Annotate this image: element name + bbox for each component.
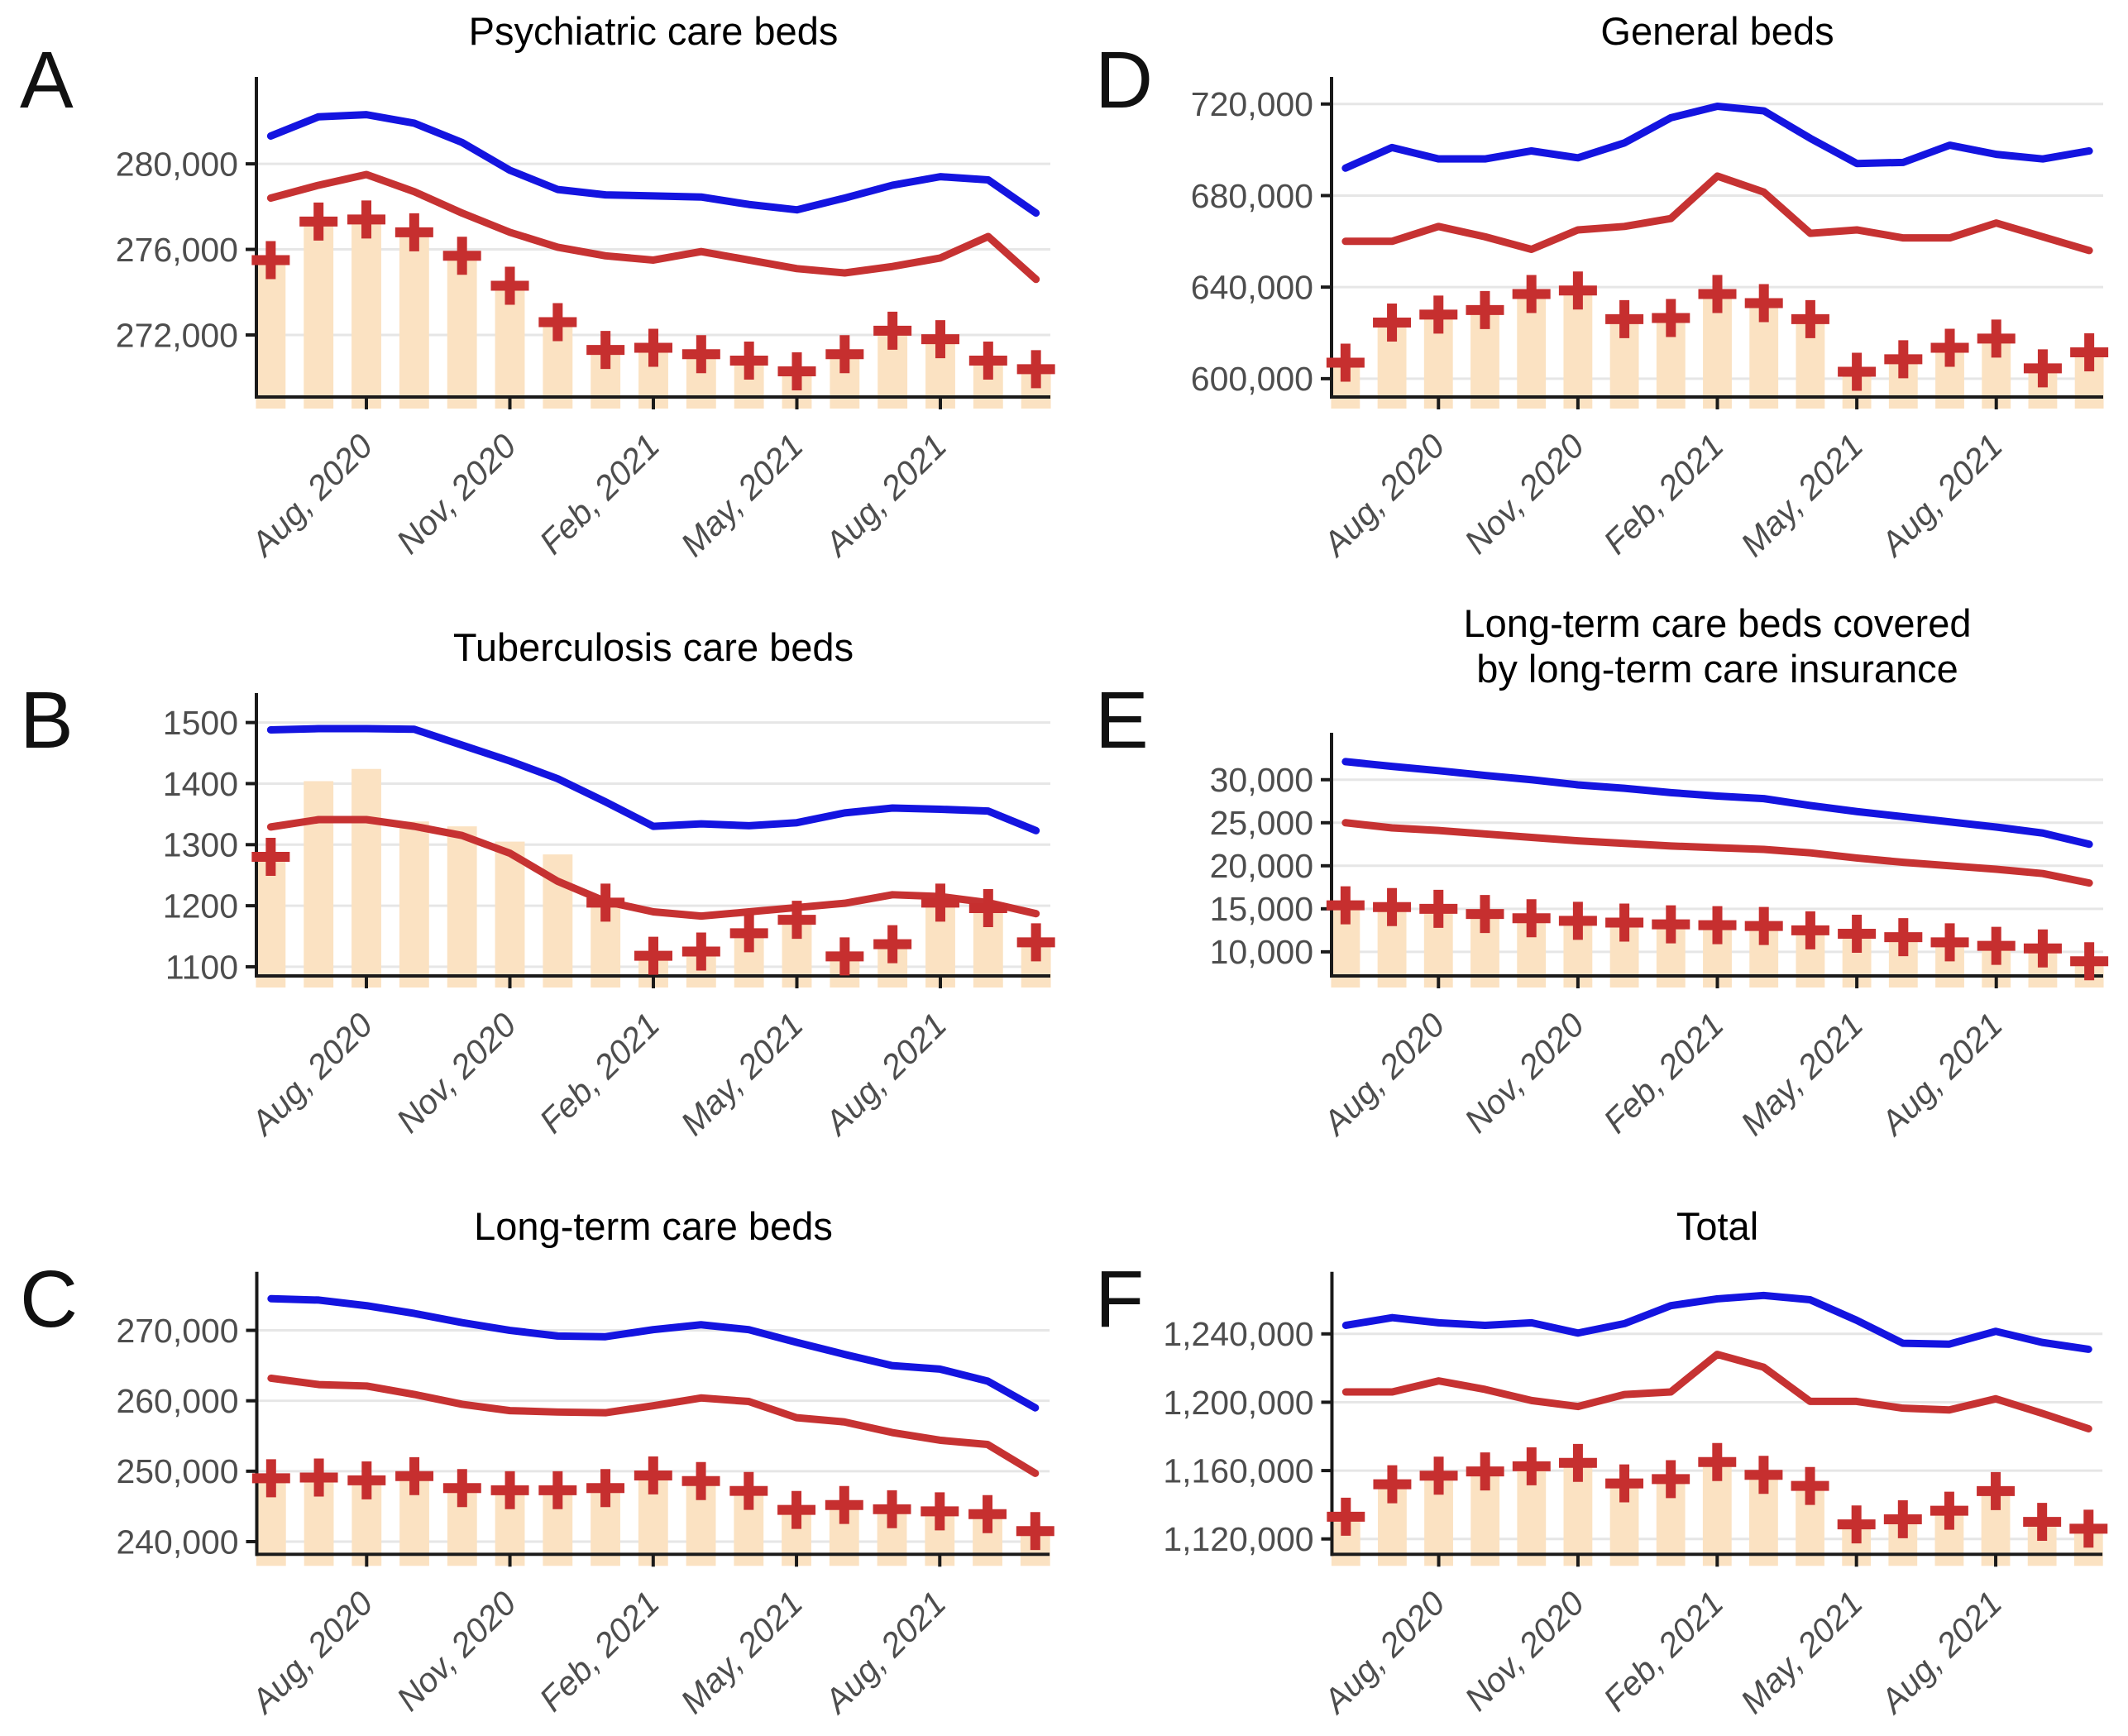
panel-f-letter: F <box>1095 1254 1145 1344</box>
panel-a-title-line1: Psychiatric care beds <box>468 9 839 53</box>
svg-text:1,200,000: 1,200,000 <box>1163 1384 1313 1422</box>
panel-b-chart: 1100 1200 1300 1400 1500 Aug, 2020 Nov, 2020 Fe… <box>163 693 1055 1144</box>
panel-f: F Total 1,120,000 1,160,000 1,200,000 1,240… <box>1075 1158 2128 1736</box>
svg-text:Aug, 2021: Aug, 2021 <box>1872 427 2010 565</box>
panel-f-title: Total <box>1332 1203 2103 1249</box>
panel-b-letter: B <box>20 675 74 765</box>
svg-text:Aug, 2020: Aug, 2020 <box>1314 1584 1452 1722</box>
svg-text:May, 2021: May, 2021 <box>673 1006 811 1143</box>
svg-text:Feb, 2021: Feb, 2021 <box>532 1006 667 1141</box>
panel-a-chart: 272,000 276,000 280,000 Aug, 2020 Nov, 2020 F… <box>116 77 1055 565</box>
svg-text:Aug, 2020: Aug, 2020 <box>1314 427 1452 565</box>
panel-e-chart: 10,000 15,000 20,000 25,000 30,000 Aug, 2020 N… <box>1210 733 2109 1144</box>
panel-c-title: Long-term care beds <box>256 1203 1050 1249</box>
panel-e-letter: E <box>1095 675 1149 765</box>
svg-text:Nov, 2020: Nov, 2020 <box>390 1584 524 1719</box>
svg-text:Nov, 2020: Nov, 2020 <box>389 1006 524 1141</box>
svg-text:600,000: 600,000 <box>1191 360 1313 398</box>
panel-c-letter: C <box>20 1254 79 1344</box>
svg-text:Nov, 2020: Nov, 2020 <box>1457 1584 1592 1719</box>
svg-text:1400: 1400 <box>163 765 238 803</box>
panel-f-title-line1: Total <box>1676 1204 1759 1248</box>
panel-d-chart: 600,000 640,000 680,000 720,000 Aug, 2020 Nov… <box>1191 77 2109 565</box>
svg-text:280,000: 280,000 <box>116 145 238 183</box>
svg-text:May, 2021: May, 2021 <box>1733 1584 1870 1721</box>
svg-text:May, 2021: May, 2021 <box>673 427 811 564</box>
svg-text:276,000: 276,000 <box>116 231 238 269</box>
panel-a: A Psychiatric care beds 272,000 276,000 28… <box>0 0 1075 579</box>
svg-text:Feb, 2021: Feb, 2021 <box>1596 1006 1731 1141</box>
svg-text:Aug, 2020: Aug, 2020 <box>242 427 380 565</box>
svg-text:10,000: 10,000 <box>1210 933 1313 971</box>
svg-text:Nov, 2020: Nov, 2020 <box>389 427 524 562</box>
svg-text:720,000: 720,000 <box>1191 85 1313 123</box>
svg-text:Feb, 2021: Feb, 2021 <box>532 1584 667 1719</box>
svg-text:Feb, 2021: Feb, 2021 <box>1596 427 1731 562</box>
panel-d-title: General beds <box>1332 8 2103 54</box>
svg-text:680,000: 680,000 <box>1191 177 1313 215</box>
svg-text:20,000: 20,000 <box>1210 847 1313 885</box>
svg-text:15,000: 15,000 <box>1210 890 1313 928</box>
panel-e-title-line1: Long-term care beds covered <box>1463 601 1972 645</box>
svg-text:250,000: 250,000 <box>117 1452 239 1490</box>
svg-text:Nov, 2020: Nov, 2020 <box>1457 1006 1592 1141</box>
panel-e: E Long-term care beds covered by long-ter… <box>1075 579 2128 1158</box>
svg-text:25,000: 25,000 <box>1210 804 1313 842</box>
svg-text:1,240,000: 1,240,000 <box>1163 1315 1313 1353</box>
panel-e-title-line2: by long-term care insurance <box>1476 647 1958 691</box>
panel-a-title: Psychiatric care beds <box>256 8 1050 54</box>
svg-text:May, 2021: May, 2021 <box>673 1584 811 1721</box>
panel-a-letter: A <box>20 35 74 125</box>
panel-d-title-line1: General beds <box>1600 9 1834 53</box>
panel-c-title-line1: Long-term care beds <box>474 1204 833 1248</box>
svg-text:Nov, 2020: Nov, 2020 <box>1457 427 1592 562</box>
svg-text:Aug, 2021: Aug, 2021 <box>1872 1006 2010 1144</box>
svg-text:260,000: 260,000 <box>117 1382 239 1420</box>
panel-c-chart: 240,000 250,000 260,000 270,000 Aug, 2020 Nov… <box>117 1271 1054 1722</box>
svg-text:Aug, 2021: Aug, 2021 <box>816 427 954 565</box>
svg-text:1200: 1200 <box>163 887 238 925</box>
svg-text:Aug, 2020: Aug, 2020 <box>242 1006 380 1144</box>
panel-d: D General beds 600,000 640,000 680,000 720,… <box>1075 0 2128 579</box>
svg-text:1,160,000: 1,160,000 <box>1163 1451 1313 1490</box>
svg-text:1300: 1300 <box>163 826 238 864</box>
panel-e-title: Long-term care beds covered by long-term … <box>1332 600 2103 691</box>
svg-text:30,000: 30,000 <box>1210 761 1313 799</box>
svg-text:Feb, 2021: Feb, 2021 <box>1596 1584 1731 1719</box>
svg-text:Aug, 2021: Aug, 2021 <box>1872 1584 2010 1722</box>
panel-f-chart: 1,120,000 1,160,000 1,200,000 1,240,000 Aug,… <box>1163 1271 2108 1722</box>
svg-text:Aug, 2020: Aug, 2020 <box>242 1584 380 1722</box>
svg-text:Aug, 2020: Aug, 2020 <box>1314 1006 1452 1144</box>
svg-text:1500: 1500 <box>163 704 238 742</box>
panel-b-title: Tuberculosis care beds <box>256 624 1050 670</box>
svg-text:May, 2021: May, 2021 <box>1733 1006 1871 1143</box>
svg-text:Feb, 2021: Feb, 2021 <box>532 427 667 562</box>
svg-text:1,120,000: 1,120,000 <box>1163 1520 1313 1558</box>
panel-b: B Tuberculosis care beds 1100 1200 1300 140… <box>0 579 1075 1158</box>
svg-text:270,000: 270,000 <box>117 1312 239 1350</box>
svg-text:Aug, 2021: Aug, 2021 <box>816 1006 954 1144</box>
svg-text:240,000: 240,000 <box>117 1523 239 1561</box>
svg-text:Aug, 2021: Aug, 2021 <box>815 1584 954 1722</box>
panel-d-letter: D <box>1095 35 1154 125</box>
panel-b-title-line1: Tuberculosis care beds <box>452 625 854 669</box>
svg-text:272,000: 272,000 <box>116 316 238 354</box>
svg-text:1100: 1100 <box>165 948 238 986</box>
svg-text:May, 2021: May, 2021 <box>1733 427 1871 564</box>
svg-text:640,000: 640,000 <box>1191 269 1313 307</box>
panel-c: C Long-term care beds 240,000 250,000 260,… <box>0 1158 1075 1736</box>
